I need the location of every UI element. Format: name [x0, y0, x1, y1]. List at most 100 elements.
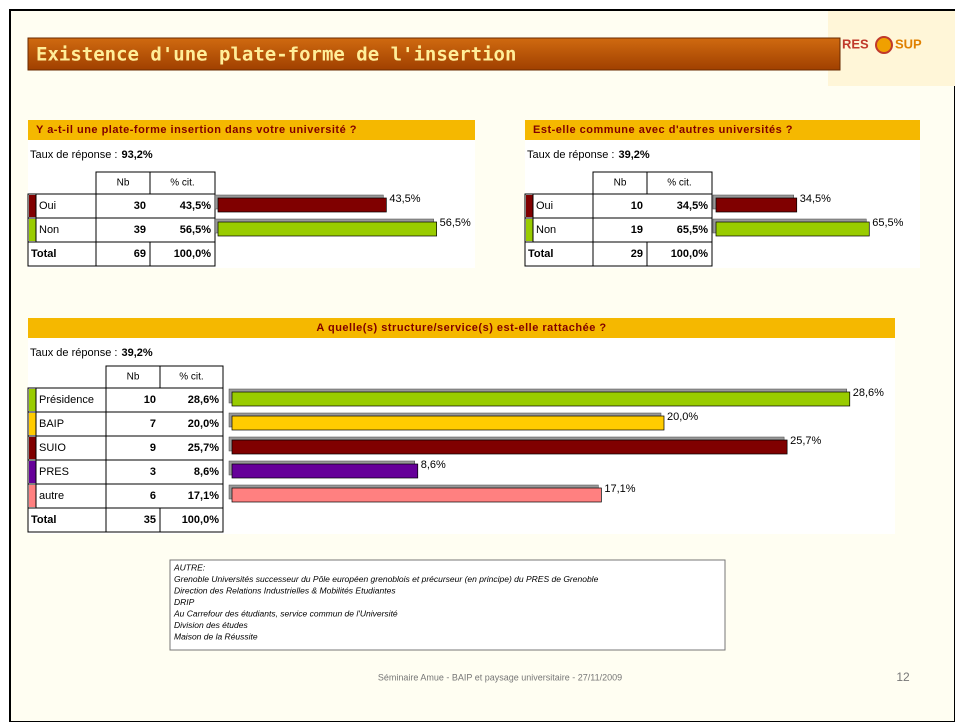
total-nb: 35 — [144, 514, 156, 526]
response-rate: Taux de réponse : 93,2% — [30, 149, 153, 161]
response-rate: Taux de réponse : 39,2% — [527, 149, 650, 161]
title-bar — [27, 37, 841, 71]
bar — [715, 197, 798, 213]
total-pct: 100,0% — [182, 514, 220, 526]
note-line: DRIP — [174, 597, 195, 607]
note-line: Division des études — [174, 620, 248, 630]
row-label: Oui — [536, 200, 553, 212]
row-pct: 34,5% — [677, 200, 708, 212]
row-nb: 10 — [631, 200, 643, 212]
header-pct: % cit. — [179, 372, 203, 383]
bar-value-label: 8,6% — [421, 459, 446, 471]
logo-left: RES — [842, 36, 869, 51]
logo-circle — [875, 36, 893, 54]
response-value: 39,2% — [121, 347, 152, 359]
page-number: 12 — [896, 670, 910, 684]
note-line: Direction des Relations Industrielles & … — [174, 585, 396, 595]
bar-value-label: 43,5% — [389, 193, 420, 205]
row-pct: 25,7% — [188, 442, 219, 454]
row-label: Non — [536, 224, 556, 236]
bar-value-label: 56,5% — [440, 217, 471, 229]
color-swatch — [29, 219, 36, 241]
panel-title: Y a-t-il une plate-forme insertion dans … — [36, 124, 357, 136]
row-nb: 7 — [150, 418, 156, 430]
bar-value-label: 34,5% — [800, 193, 831, 205]
table-row — [27, 387, 224, 413]
bar — [217, 197, 387, 213]
bar — [231, 463, 419, 479]
row-label: autre — [39, 490, 64, 502]
bar — [231, 415, 665, 431]
response-value: 39,2% — [618, 149, 649, 161]
panel-header — [525, 120, 920, 140]
row-nb: 10 — [144, 394, 156, 406]
panel-header — [28, 120, 475, 140]
bar — [231, 391, 851, 407]
row-pct: 43,5% — [180, 200, 211, 212]
row-label: SUIO — [39, 442, 66, 454]
total-pct: 100,0% — [671, 248, 709, 260]
response-label: Taux de réponse : — [527, 149, 614, 161]
note-box — [169, 559, 726, 651]
color-swatch — [29, 389, 36, 411]
bar — [231, 439, 788, 455]
note-line: Grenoble Universités successeur du Pôle … — [174, 574, 599, 584]
table-header-cell — [105, 365, 224, 389]
panel-header — [28, 318, 895, 338]
color-swatch — [526, 219, 533, 241]
color-swatch — [29, 437, 36, 459]
table-row — [27, 241, 216, 267]
bar — [231, 487, 602, 503]
color-swatch — [29, 195, 36, 217]
color-swatch — [526, 195, 533, 217]
bar-value-label: 20,0% — [667, 411, 698, 423]
header-nb: Nb — [614, 178, 627, 189]
table-row — [27, 459, 224, 485]
response-rate: Taux de réponse : 39,2% — [30, 347, 153, 359]
bar-value-label: 25,7% — [790, 435, 821, 447]
logo-right: SUP — [895, 36, 922, 51]
table-header-cell — [95, 171, 216, 195]
response-value: 93,2% — [121, 149, 152, 161]
panel-title: Est-elle commune avec d'autres universit… — [533, 124, 793, 136]
panel-title: A quelle(s) structure/service(s) est-ell… — [316, 322, 606, 334]
row-nb: 39 — [134, 224, 146, 236]
table-row — [524, 241, 713, 267]
bar-value-label: 65,5% — [872, 217, 903, 229]
header-nb: Nb — [117, 178, 130, 189]
table-row — [524, 193, 713, 219]
row-label: Oui — [39, 200, 56, 212]
row-pct: 8,6% — [194, 466, 219, 478]
note-line: Au Carrefour des étudiants, service comm… — [173, 608, 398, 618]
total-label: Total — [31, 248, 56, 260]
row-nb: 3 — [150, 466, 156, 478]
table-row — [27, 193, 216, 219]
row-pct: 65,5% — [677, 224, 708, 236]
row-label: Présidence — [39, 394, 94, 406]
row-pct: 17,1% — [188, 490, 219, 502]
header-nb: Nb — [127, 372, 140, 383]
note-line: AUTRE: — [173, 562, 206, 572]
bar — [715, 221, 870, 237]
total-nb: 29 — [631, 248, 643, 260]
bar — [217, 221, 438, 237]
table-header-cell — [592, 171, 713, 195]
table-row — [27, 411, 224, 437]
color-swatch — [29, 413, 36, 435]
row-nb: 9 — [150, 442, 156, 454]
header-pct: % cit. — [170, 178, 194, 189]
row-pct: 20,0% — [188, 418, 219, 430]
color-swatch — [29, 461, 36, 483]
total-label: Total — [528, 248, 553, 260]
response-label: Taux de réponse : — [30, 149, 117, 161]
row-nb: 19 — [631, 224, 643, 236]
row-label: PRES — [39, 466, 69, 478]
color-swatch — [29, 485, 36, 507]
bar-value-label: 17,1% — [604, 483, 635, 495]
note-line: Maison de la Réussite — [174, 631, 258, 641]
table-row — [27, 217, 216, 243]
table-row — [27, 483, 224, 509]
row-nb: 30 — [134, 200, 146, 212]
slide-title: Existence d'une plate-forme de l'inserti… — [36, 44, 516, 66]
